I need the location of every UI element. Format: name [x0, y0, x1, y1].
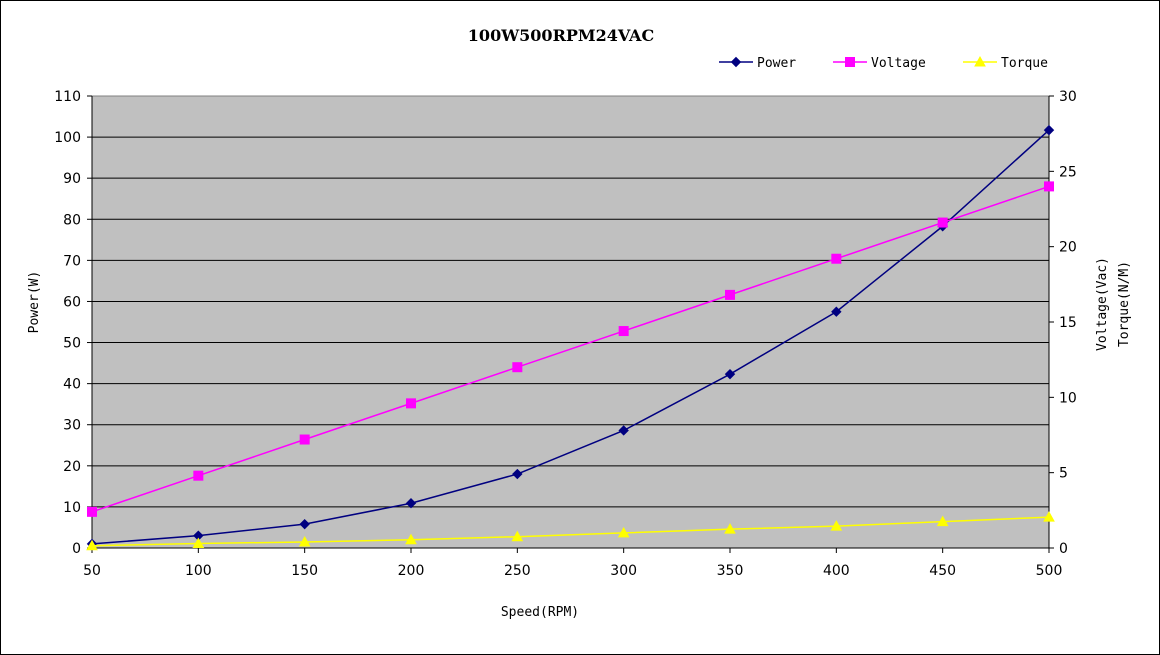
torque-data-point: [511, 530, 524, 542]
voltage-data-point: [193, 470, 204, 481]
voltage-data-point: [725, 289, 735, 300]
power-series-line: [91, 129, 1050, 545]
y-tick-label: 80: [63, 212, 81, 228]
x-axis-ticks: 50 100 150 200 250 300 350 400 450 500: [83, 548, 1062, 579]
x-tick-label: 50: [83, 563, 101, 579]
x-tick-label: 500: [1036, 563, 1063, 579]
y-tick-label: 70: [63, 253, 81, 269]
y-tick-label: 20: [63, 459, 81, 475]
y-tick-label: 0: [72, 541, 81, 557]
legend-label-voltage: Voltage: [871, 56, 926, 71]
y2-tick-label: 30: [1059, 89, 1077, 105]
voltage-data-point: [831, 253, 842, 264]
legend-marker-power: [730, 56, 742, 68]
y-axis-title: Power(W): [27, 271, 42, 334]
torque-data-point: [830, 520, 843, 531]
y2-tick-label: 20: [1059, 240, 1077, 256]
power-data-point: [512, 468, 523, 480]
legend: Power Voltage Torque: [719, 55, 1048, 71]
voltage-data-point: [512, 362, 523, 373]
x-tick-label: 100: [185, 563, 212, 579]
series-layer: [86, 124, 1055, 551]
x-tick-label: 350: [717, 563, 744, 579]
y2-tick-label: 0: [1059, 541, 1068, 557]
voltage-data-point: [937, 217, 948, 228]
legend-marker-voltage: [845, 57, 855, 67]
y-tick-label: 50: [63, 336, 81, 352]
y-tick-label: 10: [63, 500, 81, 516]
voltage-data-point: [299, 434, 310, 445]
y-tick-label: 30: [63, 418, 81, 434]
y-axis-ticks: 0 10 20 30 40 50 60 70 80 90 100 110: [54, 89, 92, 557]
voltage-series-line: [91, 185, 1050, 513]
chart-title: 100W500RPM24VAC: [468, 26, 654, 45]
torque-data-point: [298, 535, 311, 547]
plot-area: [91, 95, 1050, 549]
y2-tick-label: 25: [1059, 164, 1077, 180]
x-tick-label: 150: [291, 563, 318, 579]
y2-axis-title-voltage: Voltage(Vac): [1095, 257, 1110, 351]
voltage-data-point: [87, 506, 97, 517]
y-tick-label: 40: [63, 377, 81, 393]
x-tick-label: 200: [398, 563, 425, 579]
torque-series-line: [91, 516, 1050, 547]
y-tick-label: 90: [63, 171, 81, 187]
y2-tick-label: 5: [1059, 466, 1068, 482]
voltage-data-point: [1044, 181, 1054, 192]
torque-data-point: [86, 539, 98, 551]
legend-marker-torque: [974, 55, 986, 67]
torque-data-point: [617, 526, 630, 538]
y2-axis-title-torque: Torque(N/M): [1117, 261, 1132, 347]
y-tick-label: 110: [54, 89, 81, 105]
torque-data-point: [1043, 511, 1055, 522]
x-tick-label: 450: [929, 563, 956, 579]
power-data-point: [724, 368, 736, 380]
torque-data-point: [724, 523, 736, 534]
power-data-point: [1043, 124, 1055, 136]
legend-label-torque: Torque: [1001, 56, 1048, 71]
legend-label-power: Power: [757, 56, 796, 71]
torque-data-point: [192, 537, 205, 548]
y2-tick-label: 15: [1059, 315, 1077, 331]
power-data-point: [405, 498, 417, 509]
power-data-point: [618, 425, 629, 436]
torque-data-point: [936, 515, 949, 527]
x-tick-label: 400: [823, 563, 850, 579]
x-axis-title: Speed(RPM): [501, 605, 579, 620]
voltage-data-point: [406, 398, 416, 409]
x-tick-label: 250: [504, 563, 531, 579]
y2-tick-label: 10: [1059, 390, 1077, 406]
x-tick-label: 300: [610, 563, 637, 579]
voltage-data-point: [618, 326, 629, 337]
y-tick-label: 100: [54, 130, 81, 146]
power-data-point: [831, 306, 842, 317]
y-tick-label: 60: [63, 294, 81, 310]
y2-axis-ticks: 0 5 10 15 20 25 30: [1049, 89, 1077, 557]
torque-data-point: [405, 533, 417, 545]
power-data-point: [299, 518, 310, 530]
